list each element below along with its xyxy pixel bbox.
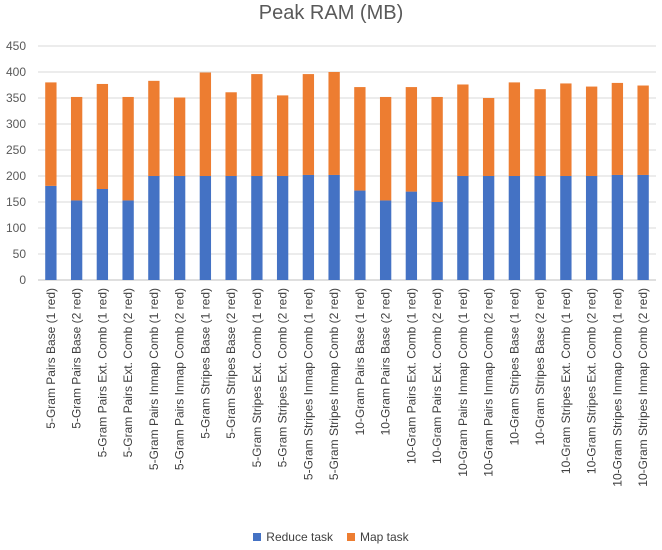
chart-plot: 0 50 100 150 200 250 300 350 400 450 5-Gram Pairs … <box>6 39 656 487</box>
bar-map-task <box>122 96 134 201</box>
x-tick-label: 5-Gram Stripes Inmap Comb (1 red) <box>301 288 315 480</box>
bar-reduce-task <box>560 176 572 280</box>
chart-title: Peak RAM (MB) <box>258 2 404 24</box>
x-tick-label: 10-Gram Pairs Ext. Comb (2 red) <box>430 288 444 464</box>
bar-reduce-task <box>225 176 237 280</box>
bar-map-task <box>328 72 340 175</box>
bar-map-task <box>611 82 624 175</box>
bar-map-task <box>199 72 212 176</box>
x-tick-label: 5-Gram Stripes Base (1 red) <box>198 288 212 439</box>
x-tick-label: 10-Gram Stripes Inmap Comb (1 red) <box>610 288 624 487</box>
bar-reduce-task <box>482 176 495 280</box>
bar-reduce-task <box>251 176 263 280</box>
bar-reduce-task <box>199 176 212 280</box>
x-tick-label: 10-Gram Stripes Ext. Comb (1 red) <box>559 288 573 474</box>
x-tick-label: 5-Gram Stripes Inmap Comb (2 red) <box>327 288 341 480</box>
bar-map-task <box>354 87 366 191</box>
x-tick-label: 5-Gram Pairs Base (2 red) <box>70 288 84 429</box>
bar-map-task <box>302 74 315 175</box>
bar-reduce-task <box>508 176 521 280</box>
bar-map-task <box>276 95 289 176</box>
x-tick-label: 5-Gram Stripes Base (2 red) <box>224 288 238 439</box>
x-tick-label: 10-Gram Pairs Base (2 red) <box>379 288 393 435</box>
bar-reduce-task <box>431 202 443 280</box>
x-tick-label: 5-Gram Pairs Ext. Comb (1 red) <box>95 288 109 457</box>
bar-reduce-task <box>122 200 134 280</box>
bar-map-task <box>560 83 572 176</box>
x-tick-label: 10-Gram Pairs Inmap Comb (1 red) <box>456 288 470 477</box>
x-tick-label: 10-Gram Pairs Base (1 red) <box>353 288 367 435</box>
y-tick-label: 100 <box>6 221 26 235</box>
bar-reduce-task <box>585 176 598 280</box>
bar-map-task <box>585 86 598 176</box>
bar-map-task <box>482 98 495 176</box>
bar-map-task <box>637 85 649 175</box>
bar-map-task <box>148 80 160 176</box>
bar-reduce-task <box>354 190 366 280</box>
x-tick-label: 10-Gram Stripes Base (1 red) <box>507 288 521 445</box>
bar-map-task <box>457 84 469 176</box>
y-tick-label: 50 <box>13 247 27 261</box>
x-tick-label: 5-Gram Pairs Inmap Comb (1 red) <box>147 288 161 470</box>
bar-map-task <box>45 82 57 186</box>
bar-map-task <box>225 92 237 176</box>
bar-map-task <box>96 83 109 189</box>
bar-reduce-task <box>379 200 392 280</box>
x-tick-label: 5-Gram Pairs Ext. Comb (2 red) <box>121 288 135 457</box>
y-tick-label: 200 <box>6 169 26 183</box>
bar-map-task <box>70 96 83 201</box>
bar-reduce-task <box>148 176 160 280</box>
y-tick-label: 250 <box>6 143 26 157</box>
y-tick-label: 350 <box>6 91 26 105</box>
y-tick-label: 300 <box>6 117 26 131</box>
bar-reduce-task <box>637 174 649 280</box>
bar-map-task <box>251 74 263 176</box>
bar-reduce-task <box>173 176 186 280</box>
bar-map-task <box>379 96 392 201</box>
x-tick-label: 10-Gram Pairs Ext. Comb (1 red) <box>404 288 418 464</box>
x-tick-label: 10-Gram Stripes Inmap Comb (2 red) <box>636 288 650 487</box>
bar-map-task <box>431 96 443 202</box>
bar-map-task <box>173 97 186 176</box>
x-tick-label: 5-Gram Pairs Inmap Comb (2 red) <box>173 288 187 470</box>
x-tick-label: 10-Gram Pairs Inmap Comb (2 red) <box>482 288 496 477</box>
bar-reduce-task <box>70 200 83 280</box>
bar-reduce-task <box>45 185 57 280</box>
bar-map-task <box>405 87 418 192</box>
legend-label: Reduce task <box>266 530 333 544</box>
x-tick-label: 5-Gram Stripes Ext. Comb (1 red) <box>250 288 264 467</box>
x-tick-label: 10-Gram Stripes Base (2 red) <box>533 288 547 445</box>
x-tick-label: 10-Gram Stripes Ext. Comb (2 red) <box>585 288 599 474</box>
legend: Reduce task Map task <box>0 530 662 544</box>
y-tick-label: 400 <box>6 65 26 79</box>
legend-label: Map task <box>360 530 409 544</box>
bar-reduce-task <box>534 176 546 280</box>
x-tick-label: 5-Gram Stripes Ext. Comb (2 red) <box>276 288 290 467</box>
y-tick-label: 150 <box>6 195 26 209</box>
y-tick-label: 0 <box>19 273 26 287</box>
bar-reduce-task <box>611 174 624 280</box>
bar-reduce-task <box>302 174 315 280</box>
bar-reduce-task <box>405 191 418 280</box>
y-tick-label: 450 <box>6 39 26 53</box>
bar-reduce-task <box>96 189 109 280</box>
x-tick-label: 5-Gram Pairs Base (1 red) <box>44 288 58 429</box>
bar-reduce-task <box>328 174 340 280</box>
bar-reduce-task <box>457 176 469 280</box>
bar-map-task <box>508 82 521 176</box>
legend-swatch <box>253 533 262 541</box>
bar-map-task <box>534 89 546 176</box>
legend-item: Map task <box>347 530 409 544</box>
bar-reduce-task <box>276 176 289 280</box>
legend-swatch <box>347 533 355 541</box>
legend-item: Reduce task <box>253 530 333 544</box>
